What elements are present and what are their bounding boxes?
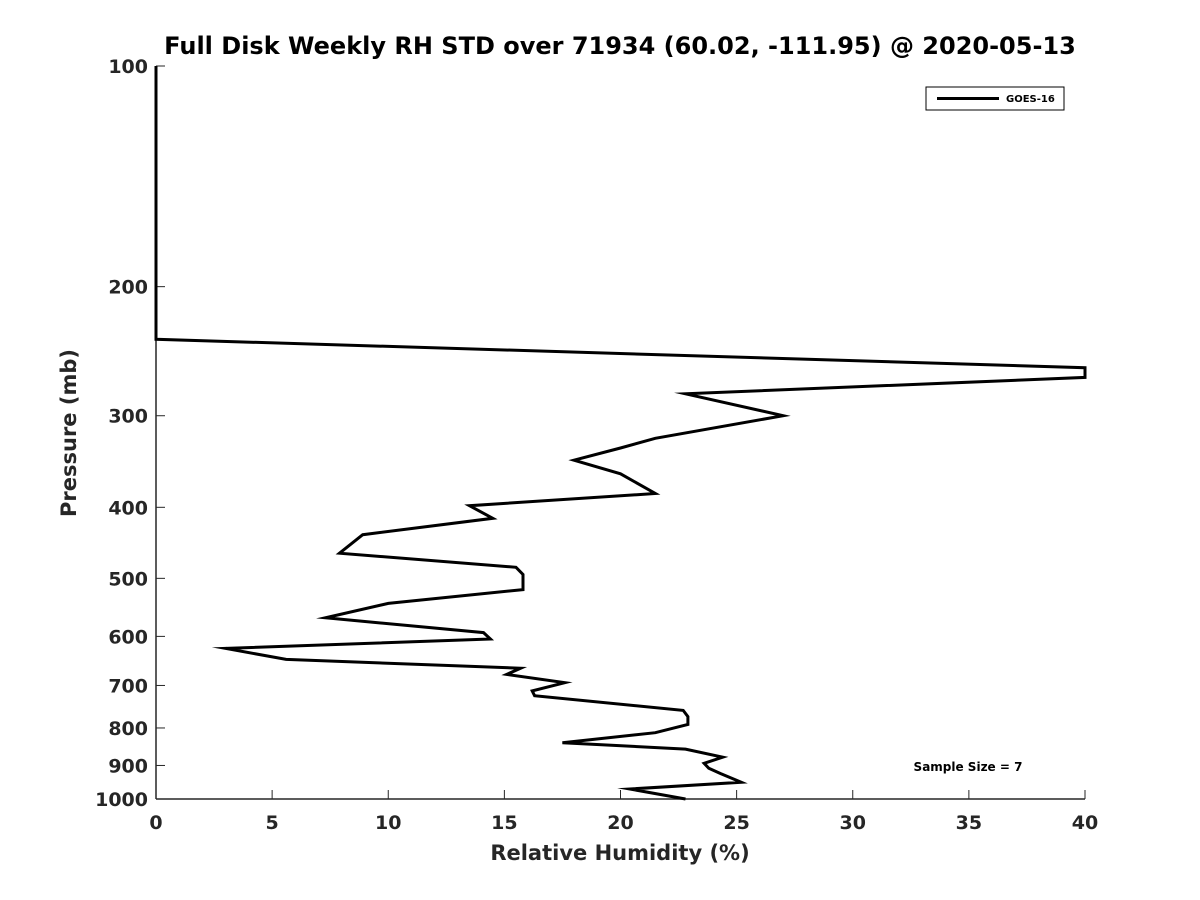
y-tick-label: 900 <box>108 755 148 777</box>
y-tick-label: 200 <box>108 277 148 299</box>
legend-entry-goes-16: GOES-16 <box>1006 94 1055 105</box>
y-tick-label: 100 <box>108 56 148 78</box>
chart-title: Full Disk Weekly RH STD over 71934 (60.0… <box>164 32 1076 60</box>
x-axis-label: Relative Humidity (%) <box>490 841 749 865</box>
sample-size-annotation: Sample Size = 7 <box>914 760 1023 774</box>
legend: GOES-16 <box>925 86 1065 111</box>
x-tick-label: 5 <box>266 812 279 834</box>
x-tick-label: 35 <box>956 812 982 834</box>
x-tick-label: 20 <box>607 812 633 834</box>
y-tick-label: 1000 <box>95 789 148 811</box>
series-line-goes-16 <box>154 66 1087 801</box>
x-tick-label: 0 <box>149 812 162 834</box>
plot-axes <box>155 66 1085 800</box>
x-tick-label: 25 <box>723 812 749 834</box>
x-tick-label: 10 <box>375 812 401 834</box>
y-tick-label: 700 <box>108 675 148 697</box>
x-tick-label: 30 <box>840 812 866 834</box>
x-tick-label: 40 <box>1072 812 1098 834</box>
y-axis-label: Pressure (mb) <box>57 349 81 517</box>
y-axis-ticks: 100 200 300 400 500 600 700 800 900 1000 <box>95 56 165 811</box>
y-tick-label: 600 <box>108 626 148 648</box>
y-tick-label: 300 <box>108 406 148 428</box>
x-axis-ticks: 0 5 10 15 20 25 30 35 40 <box>149 790 1098 834</box>
series-layer <box>154 66 1087 801</box>
y-tick-label: 800 <box>108 718 148 740</box>
y-tick-label: 400 <box>108 497 148 519</box>
y-tick-label: 500 <box>108 568 148 590</box>
x-tick-label: 15 <box>491 812 517 834</box>
